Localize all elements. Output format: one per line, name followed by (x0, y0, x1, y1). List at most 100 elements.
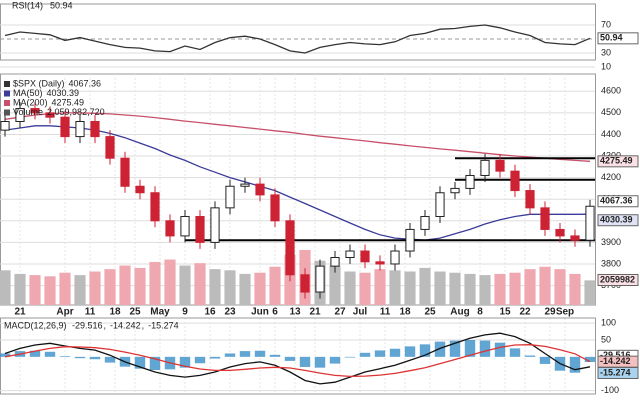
candle-body (570, 235, 580, 241)
y-tick-label: 4600 (601, 86, 621, 96)
value-box-label: 4067.36 (600, 196, 633, 206)
volume-bar (359, 272, 371, 305)
histogram-bar (539, 356, 551, 364)
x-tick-label: Jun (251, 307, 269, 318)
title-value: -14.242 (110, 320, 141, 330)
volume-bar (0, 270, 11, 305)
separator: , (104, 320, 107, 330)
volume-bar (59, 272, 71, 305)
y-tick-label: -100 (601, 385, 619, 395)
histogram-bar (509, 348, 521, 357)
x-tick-label: 25 (129, 307, 141, 318)
candle-body (285, 220, 295, 276)
title-value: 50.94 (50, 0, 73, 10)
volume-bar (14, 273, 26, 305)
legend-swatch (4, 81, 10, 87)
histogram-bar (449, 340, 461, 357)
legend-label: MA(200) (13, 97, 48, 107)
candle-body (90, 120, 100, 138)
histogram-bar (59, 356, 71, 357)
volume-bar (89, 271, 101, 305)
y-tick-label: 70 (601, 19, 611, 29)
candle-body (585, 205, 595, 241)
legend-value: 2,059,982,720 (47, 107, 105, 117)
histogram-bar (134, 356, 146, 369)
volume-bar (479, 275, 491, 305)
histogram-bar (44, 351, 56, 357)
volume-bar (419, 267, 431, 305)
legend-label: MA(50) (13, 88, 43, 98)
value-box-label: 4030.39 (600, 215, 633, 225)
candle-body (510, 170, 520, 192)
candle-body (465, 174, 475, 189)
series-line (4, 125, 591, 241)
candle-body (240, 183, 250, 187)
value-box-label: -29.516 (600, 350, 631, 360)
histogram-bar (254, 350, 266, 357)
candle-body (225, 185, 235, 209)
legend-swatch (4, 109, 10, 116)
x-tick-label: Sep (556, 307, 574, 318)
candle-body (255, 183, 265, 196)
volume-bar (389, 270, 401, 305)
series-line (4, 24, 591, 54)
candle-body (30, 108, 40, 114)
x-tick-label: 9 (182, 307, 188, 318)
value-box (597, 32, 639, 45)
candle-body (105, 136, 115, 159)
volume-bar (179, 265, 191, 305)
volume-bar (239, 273, 251, 305)
histogram-bar (104, 356, 116, 363)
candle-body (345, 250, 355, 259)
histogram-bar (194, 356, 206, 364)
volume-bar (434, 271, 446, 305)
histogram-bar (284, 356, 296, 361)
panel-frame (0, 3, 596, 61)
volume-bar (119, 265, 131, 305)
value-box (597, 367, 639, 380)
volume-bar (329, 265, 341, 305)
x-tick-label: 16 (204, 307, 216, 318)
volume-bar (29, 275, 41, 305)
volume-bar (209, 269, 221, 305)
volume-bar (524, 269, 536, 305)
histogram-bar (314, 356, 326, 368)
histogram-bar (344, 356, 356, 358)
candle-body (555, 228, 565, 237)
candle-body (375, 261, 385, 265)
title-value: -29.516 (72, 320, 103, 330)
x-tick-label: 27 (334, 307, 346, 318)
y-tick-label: 30 (601, 47, 611, 57)
x-tick-label: May (150, 307, 170, 318)
value-box-label: -14.242 (600, 356, 631, 366)
histogram-bar (479, 340, 491, 357)
separator: , (142, 320, 145, 330)
x-tick-label: 29 (544, 307, 556, 318)
histogram-bar (179, 356, 191, 368)
histogram-bar (74, 356, 86, 359)
histogram-bar (299, 356, 311, 367)
candle-body (135, 185, 145, 194)
x-tick-label: 25 (424, 307, 436, 318)
candle-body (0, 120, 10, 131)
value-box-label: -15.274 (600, 367, 631, 377)
x-tick-label: 8 (477, 307, 483, 318)
x-tick-label: 23 (224, 307, 236, 318)
candle-body (45, 112, 55, 118)
x-tick-label: 11 (380, 307, 391, 318)
volume-bar (449, 272, 461, 305)
legend-swatch (4, 90, 10, 97)
candle-body (540, 207, 550, 230)
volume-bar (164, 259, 176, 305)
volume-bar (494, 273, 506, 305)
histogram-bar (584, 356, 596, 363)
x-tick-label: Apr (56, 307, 73, 318)
candle-body (450, 187, 460, 194)
volume-bar (554, 269, 566, 305)
candle-body (495, 159, 505, 172)
volume-bar (44, 276, 56, 305)
candle-body (420, 215, 430, 230)
histogram-bar (0, 353, 11, 357)
value-box-label: 50.94 (600, 33, 623, 43)
